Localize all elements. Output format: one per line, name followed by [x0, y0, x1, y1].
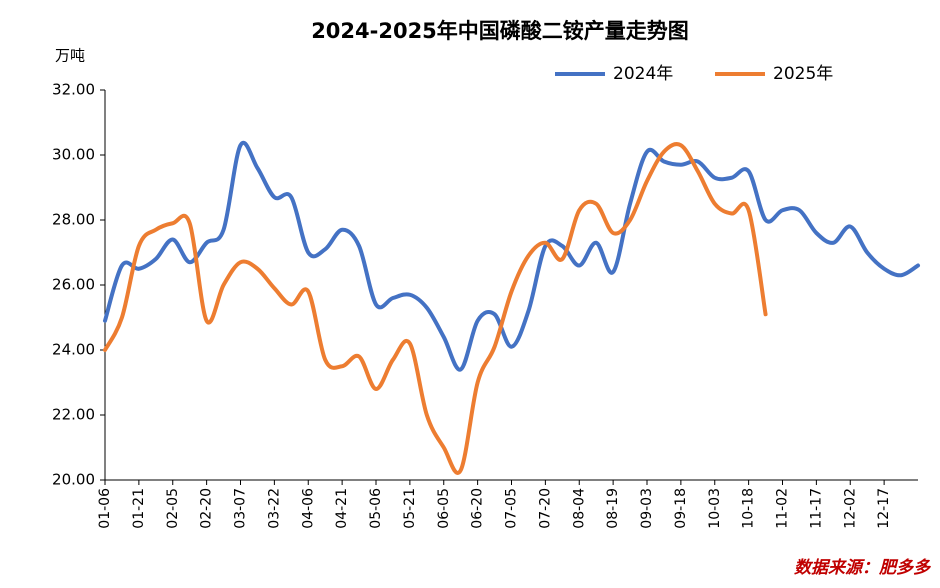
x-tick-label: 11-17 — [808, 488, 824, 529]
x-tick-label: 08-04 — [571, 488, 587, 529]
x-tick-label: 06-05 — [436, 488, 452, 529]
x-tick-label: 12-02 — [842, 488, 858, 529]
x-tick-label: 10-03 — [707, 488, 723, 529]
x-tick-label: 05-21 — [402, 488, 418, 529]
x-tick-label: 07-20 — [537, 488, 553, 529]
y-tick-label: 22.00 — [52, 406, 95, 424]
x-tick-label: 05-06 — [368, 488, 384, 529]
x-tick-label: 06-20 — [470, 488, 486, 529]
y-tick-label: 24.00 — [52, 341, 95, 359]
x-tick-label: 09-18 — [673, 488, 689, 529]
x-tick-label: 03-07 — [233, 488, 249, 529]
x-tick-label: 09-03 — [639, 488, 655, 529]
chart-title: 2024-2025年中国磷酸二铵产量走势图 — [311, 19, 689, 43]
y-tick-label: 20.00 — [52, 471, 95, 489]
x-tick-label: 02-05 — [165, 488, 181, 529]
source: 数据来源：肥多多 — [794, 558, 932, 578]
y-tick-label: 28.00 — [52, 211, 95, 229]
x-tick-label: 08-19 — [605, 488, 621, 529]
x-tick-label: 01-21 — [131, 488, 147, 529]
series-line — [103, 140, 920, 372]
x-tick-label: 04-06 — [300, 488, 316, 529]
legend-label: 2025年 — [773, 64, 833, 84]
x-tick-label: 01-06 — [97, 488, 113, 529]
series-line — [103, 142, 768, 475]
x-tick-label: 12-17 — [876, 488, 892, 529]
x-tick-label: 04-21 — [334, 488, 350, 529]
legend-label: 2024年 — [613, 64, 673, 84]
x-tick-label: 10-18 — [741, 488, 757, 529]
y-unit: 万吨 — [55, 47, 85, 65]
x-tick-label: 02-20 — [199, 488, 215, 529]
y-tick-label: 32.00 — [52, 81, 95, 99]
y-tick-label: 30.00 — [52, 146, 95, 164]
x-tick-label: 11-02 — [775, 488, 791, 529]
x-tick-label: 07-05 — [504, 488, 520, 529]
y-tick-label: 26.00 — [52, 276, 95, 294]
x-tick-label: 03-22 — [266, 488, 282, 529]
